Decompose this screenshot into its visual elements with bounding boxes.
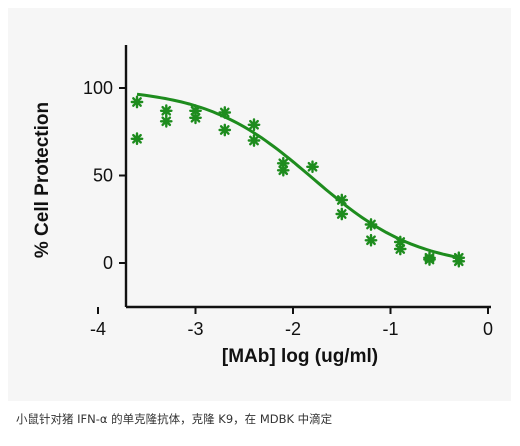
y-tick-label: 0: [103, 253, 113, 273]
data-point: [130, 132, 144, 146]
figure-caption: 小鼠针对猪 IFN-α 的单克隆抗体，克隆 K9，在 MDBK 中滴定: [16, 412, 333, 426]
data-point: [306, 160, 319, 174]
x-tick-label: -4: [90, 319, 106, 339]
data-point: [452, 254, 466, 268]
x-tick-label: -3: [187, 319, 203, 339]
x-tick-label: 0: [483, 319, 493, 339]
data-point: [159, 104, 173, 118]
y-tick-label: 50: [93, 166, 113, 186]
data-point: [247, 134, 261, 147]
ticks-layer: -4 -3 -2 -1 0 0 50 100: [83, 78, 493, 339]
data-point: [189, 111, 202, 125]
data-point: [364, 233, 378, 247]
x-tick-label: -2: [285, 319, 301, 339]
dose-response-chart: -4 -3 -2 -1 0 0 50 100 [MAb] log (ug/ml) % Cell…: [32, 45, 493, 367]
y-axis-title: % Cell Protection: [32, 102, 53, 258]
y-tick-label: 100: [83, 78, 113, 98]
data-point: [218, 123, 232, 137]
data-point: [335, 207, 349, 221]
data-point: [159, 114, 173, 128]
fit-layer: [136, 92, 460, 260]
data-point: [335, 193, 349, 207]
data-point: [218, 106, 232, 119]
points-layer: [130, 95, 466, 268]
figure-panel: -4 -3 -2 -1 0 0 50 100 [MAb] log (ug/ml) % Cell…: [8, 8, 511, 401]
data-point: [130, 95, 144, 109]
data-point: [247, 118, 261, 132]
data-point: [393, 242, 407, 256]
x-tick-label: -1: [382, 319, 398, 339]
data-point: [364, 218, 378, 231]
data-point: [276, 163, 290, 177]
data-point: [423, 253, 436, 266]
fit-curve: [136, 92, 460, 260]
x-axis-title: [MAb] log (ug/ml): [222, 346, 378, 367]
